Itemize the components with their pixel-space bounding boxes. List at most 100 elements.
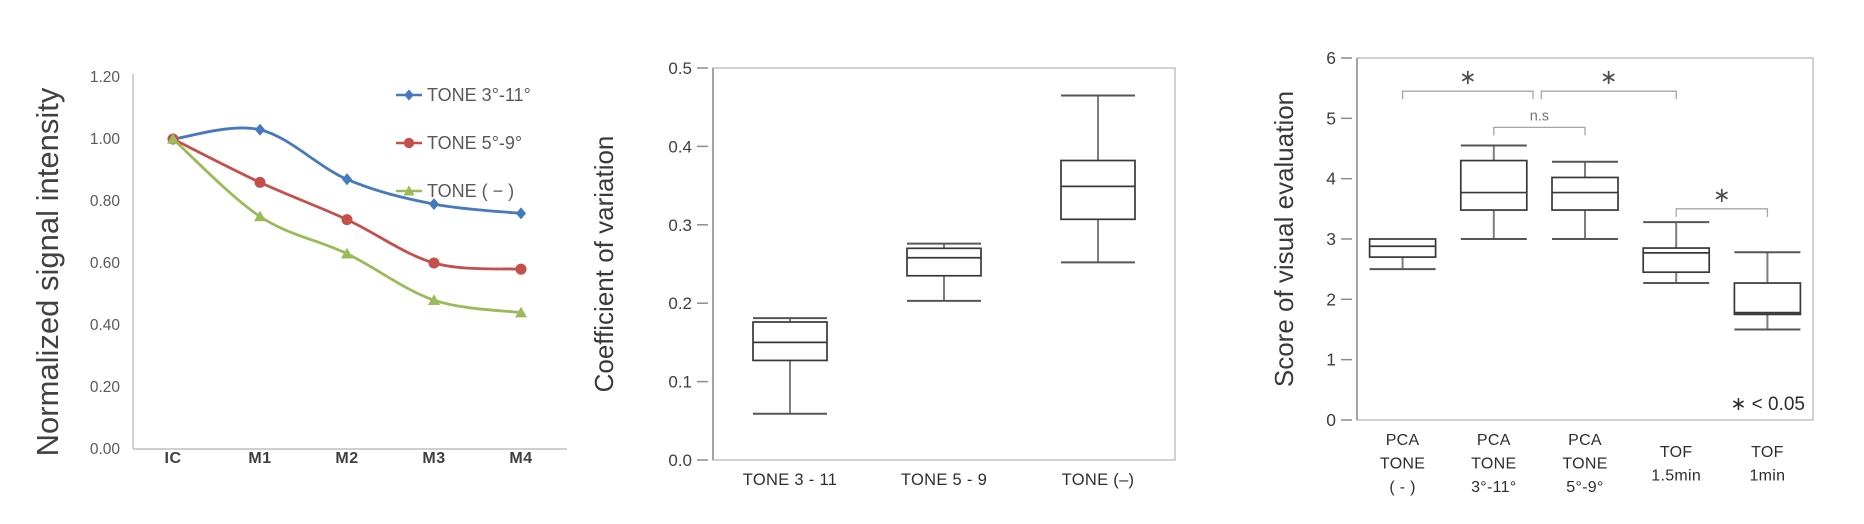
x-tick-label: IC [165, 450, 182, 467]
y-tick-label: 4 [1326, 169, 1336, 189]
diamond-marker [341, 173, 353, 186]
triangle-marker [515, 306, 527, 318]
x-tick-label: TONE 3 - 11 [743, 471, 837, 489]
axes [132, 74, 567, 450]
legend-item: TONE 5°-9° [396, 133, 522, 153]
y-tick-label: 2 [1326, 289, 1336, 309]
bracket-label: ∗ [1459, 66, 1477, 89]
x-tick-label: M1 [248, 450, 271, 467]
box-whisker [1642, 221, 1711, 285]
x-tick-label: 5°-9° [1566, 479, 1603, 496]
diamond-marker [428, 198, 440, 211]
cv-boxplot-svg: Coefficient of variation 0.0 0.1 0.2 0.3 0.4 0… [589, 59, 1176, 489]
triangle-marker [254, 210, 266, 222]
x-tick-label: M4 [509, 450, 532, 467]
iqr-box [1733, 282, 1802, 316]
box-whisker [1733, 251, 1802, 331]
legend: TONE 3°-11° TONE 5°-9° TONE ( − ) [396, 85, 531, 201]
x-tick-label: M2 [335, 450, 358, 467]
circle-marker [341, 214, 353, 226]
x-tick-label: TONE 5 - 9 [901, 471, 987, 489]
iqr-box [1459, 159, 1528, 211]
iqr-box [1551, 176, 1619, 211]
triangle-marker [167, 133, 179, 144]
significance-bracket: ∗ [1401, 66, 1534, 100]
iqr-box [1060, 159, 1136, 221]
y-tick-label: 1.00 [90, 131, 121, 148]
y-tick-label: 0.3 [668, 216, 692, 235]
score-boxplot-svg: Score of visual evaluation 0 1 2 3 4 5 6 ∗ ∗ n.s ∗ ∗… [1269, 48, 1814, 496]
line-chart-svg: Normalized signal intensity 0.00 0.20 0.40 0… [30, 69, 567, 467]
y-tick-label: 0.2 [668, 294, 692, 313]
bracket-label: ∗ [1713, 184, 1731, 207]
legend-label: TONE 5°-9° [427, 133, 522, 153]
x-tick-label: TONE (–) [1062, 471, 1135, 489]
legend-item: TONE ( − ) [396, 181, 514, 201]
box-whisker [1459, 144, 1528, 240]
y-axis-title: Score of visual evaluation [1269, 91, 1299, 387]
box-whisker [1368, 238, 1437, 271]
triangle-marker [341, 247, 353, 259]
x-tick-label: 3°-11° [1471, 479, 1516, 496]
box-whisker [752, 317, 828, 415]
iqr-box [752, 321, 828, 362]
significance-bracket: ∗ [1540, 66, 1677, 100]
x-tick-label: PCA [1386, 432, 1420, 449]
series-triangle [167, 133, 527, 318]
x-tick-label: ( - ) [1389, 479, 1415, 496]
y-tick-label: 1.20 [90, 69, 121, 86]
cv-boxplot-figure: Coefficient of variation 0.0 0.1 0.2 0.3 0.4 0… [580, 0, 1240, 524]
legend-item: TONE 3°-11° [396, 85, 531, 105]
x-tick-label: M3 [422, 450, 445, 467]
diamond-marker [404, 89, 414, 101]
y-tick-label: 0.00 [90, 441, 121, 458]
y-tick-label: 0 [1326, 410, 1336, 430]
significance-note: ∗ < 0.05 [1730, 394, 1805, 415]
legend-label: TONE ( − ) [427, 181, 514, 201]
y-tick-label: 0.60 [90, 255, 121, 272]
y-tick-label: 0.40 [90, 317, 121, 334]
bracket-line [1540, 90, 1677, 100]
significance-bracket: n.s [1493, 108, 1586, 136]
box-whisker [906, 242, 982, 302]
x-tick-label: PCA [1568, 432, 1602, 449]
triangle-marker [403, 185, 415, 196]
iqr-box [1368, 238, 1437, 258]
diamond-marker [515, 207, 527, 220]
bracket-line [1493, 126, 1586, 136]
bracket-line [1675, 208, 1769, 217]
circle-marker [403, 137, 415, 149]
y-axis-title: Normalized signal intensity [30, 87, 65, 456]
x-tick-label: TONE [1562, 456, 1607, 473]
diamond-marker [254, 123, 266, 136]
bracket-label: n.s [1530, 108, 1549, 124]
x-tick-label: PCA [1477, 432, 1511, 449]
circle-marker [428, 257, 440, 269]
circle-marker [515, 263, 527, 275]
x-tick-label: TOF [1660, 444, 1693, 461]
y-tick-label: 0.1 [668, 373, 692, 392]
bracket-line [1401, 90, 1534, 100]
y-tick-label: 0.4 [668, 137, 692, 156]
x-tick-label: TONE [1380, 456, 1425, 473]
y-tick-label: 0.0 [668, 451, 692, 470]
y-axis-title: Coefficient of variation [589, 136, 619, 393]
y-tick-label: 6 [1326, 48, 1336, 68]
y-tick-label: 5 [1326, 108, 1336, 128]
triangle-marker [428, 294, 440, 305]
x-tick-label: 1min [1749, 468, 1785, 485]
score-boxplot-figure: Score of visual evaluation 0 1 2 3 4 5 6 ∗ ∗ n.s ∗ ∗… [1240, 0, 1864, 524]
significance-bracket: ∗ [1675, 184, 1769, 217]
circle-marker [254, 176, 266, 188]
box-whisker [1551, 160, 1619, 240]
x-tick-label: TOF [1751, 444, 1784, 461]
y-tick-label: 1 [1326, 350, 1336, 370]
y-tick-label: 0.80 [90, 193, 121, 210]
box-whisker [1060, 94, 1136, 264]
bracket-label: ∗ [1600, 66, 1618, 89]
iqr-box [906, 247, 982, 277]
iqr-box [1642, 247, 1711, 274]
y-tick-label: 0.5 [668, 59, 692, 78]
legend-label: TONE 3°-11° [427, 85, 531, 105]
line-chart-figure: Normalized signal intensity 0.00 0.20 0.40 0… [0, 0, 580, 524]
